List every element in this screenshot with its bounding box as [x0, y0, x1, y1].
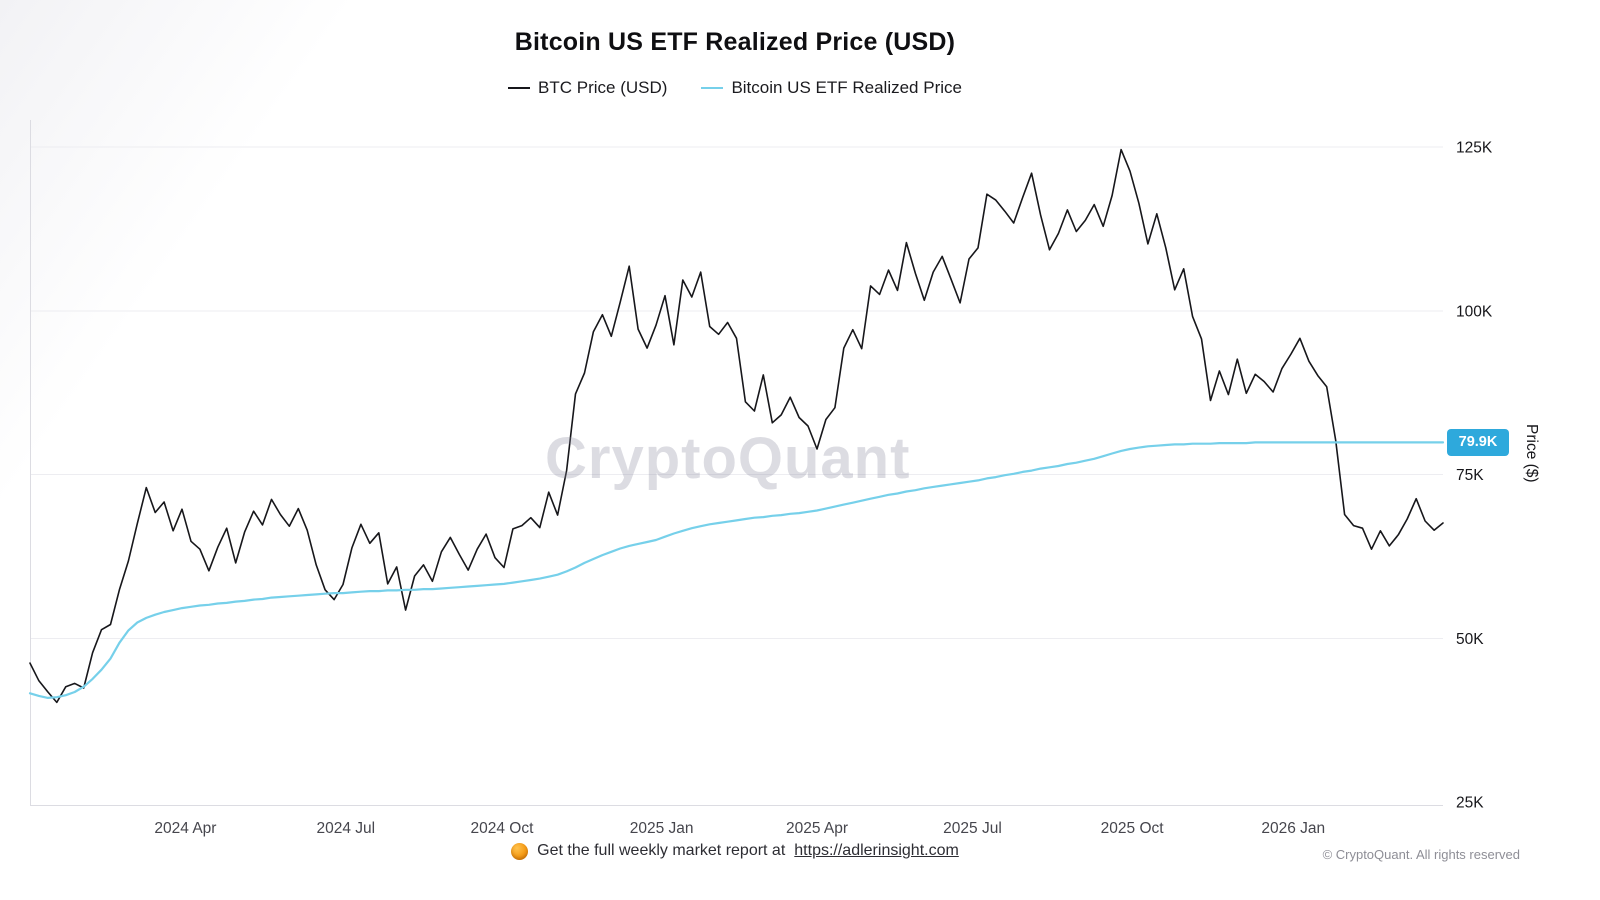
x-tick-label: 2026 Jan — [1261, 820, 1325, 837]
copyright-text: © CryptoQuant. All rights reserved — [1322, 847, 1520, 862]
legend-swatch — [508, 87, 531, 89]
y-tick-label: 25K — [1456, 795, 1484, 812]
x-tick-label: 2025 Oct — [1101, 820, 1165, 837]
legend: BTC Price (USD) Bitcoin US ETF Realized P… — [0, 78, 1470, 98]
legend-label: Bitcoin US ETF Realized Price — [731, 78, 962, 97]
current-value-badge: 79.9K — [1447, 428, 1509, 456]
x-tick-label: 2024 Jul — [317, 820, 376, 837]
y-tick-label: 50K — [1456, 631, 1484, 648]
legend-label: BTC Price (USD) — [538, 78, 668, 97]
series-line-btc-price-usd- — [29, 148, 1444, 704]
footer-text: Get the full weekly market report at — [537, 842, 786, 859]
y-axis-title: Price ($) — [1523, 424, 1540, 483]
x-tick-label: 2025 Jul — [943, 820, 1002, 837]
y-tick-label: 125K — [1456, 140, 1493, 157]
legend-item[interactable]: BTC Price (USD) — [508, 78, 667, 98]
chart-title: Bitcoin US ETF Realized Price (USD) — [514, 28, 956, 56]
report-link[interactable]: https://adlerinsight.com — [794, 842, 959, 859]
legend-item[interactable]: Bitcoin US ETF Realized Price — [701, 78, 962, 98]
legend-swatch — [701, 87, 724, 89]
x-tick-label: 2024 Oct — [470, 820, 534, 837]
orange-circle-icon — [511, 842, 529, 860]
x-tick-label: 2025 Jan — [630, 820, 694, 837]
footer-note: Get the full weekly market report at htt… — [0, 842, 1470, 860]
y-tick-label: 100K — [1456, 303, 1493, 320]
y-tick-label: 75K — [1456, 467, 1484, 484]
x-tick-label: 2024 Apr — [154, 820, 216, 837]
series-line-bitcoin-us-etf-realized-price — [28, 441, 1445, 700]
x-tick-label: 2025 Apr — [786, 820, 848, 837]
